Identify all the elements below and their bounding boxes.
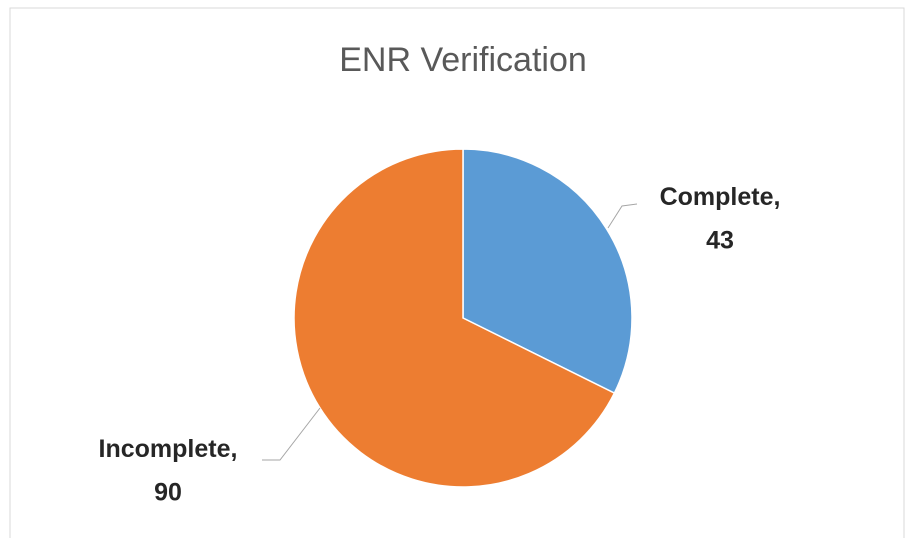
leader-line	[607, 203, 638, 229]
data-label-separator: ,	[773, 183, 780, 211]
chart-title: ENR Verification	[339, 41, 587, 79]
data-label: Incomplete,	[99, 435, 238, 463]
pie-slice	[462, 148, 633, 395]
data-label-category: Complete	[660, 183, 774, 211]
pie-slice	[293, 148, 616, 488]
data-label: Complete,	[660, 183, 781, 211]
leader-line	[262, 407, 321, 461]
data-label-separator: ,	[231, 435, 238, 463]
data-label-category: Incomplete	[99, 435, 231, 463]
data-label-value: 43	[706, 227, 734, 255]
data-label-value: 90	[154, 479, 182, 507]
